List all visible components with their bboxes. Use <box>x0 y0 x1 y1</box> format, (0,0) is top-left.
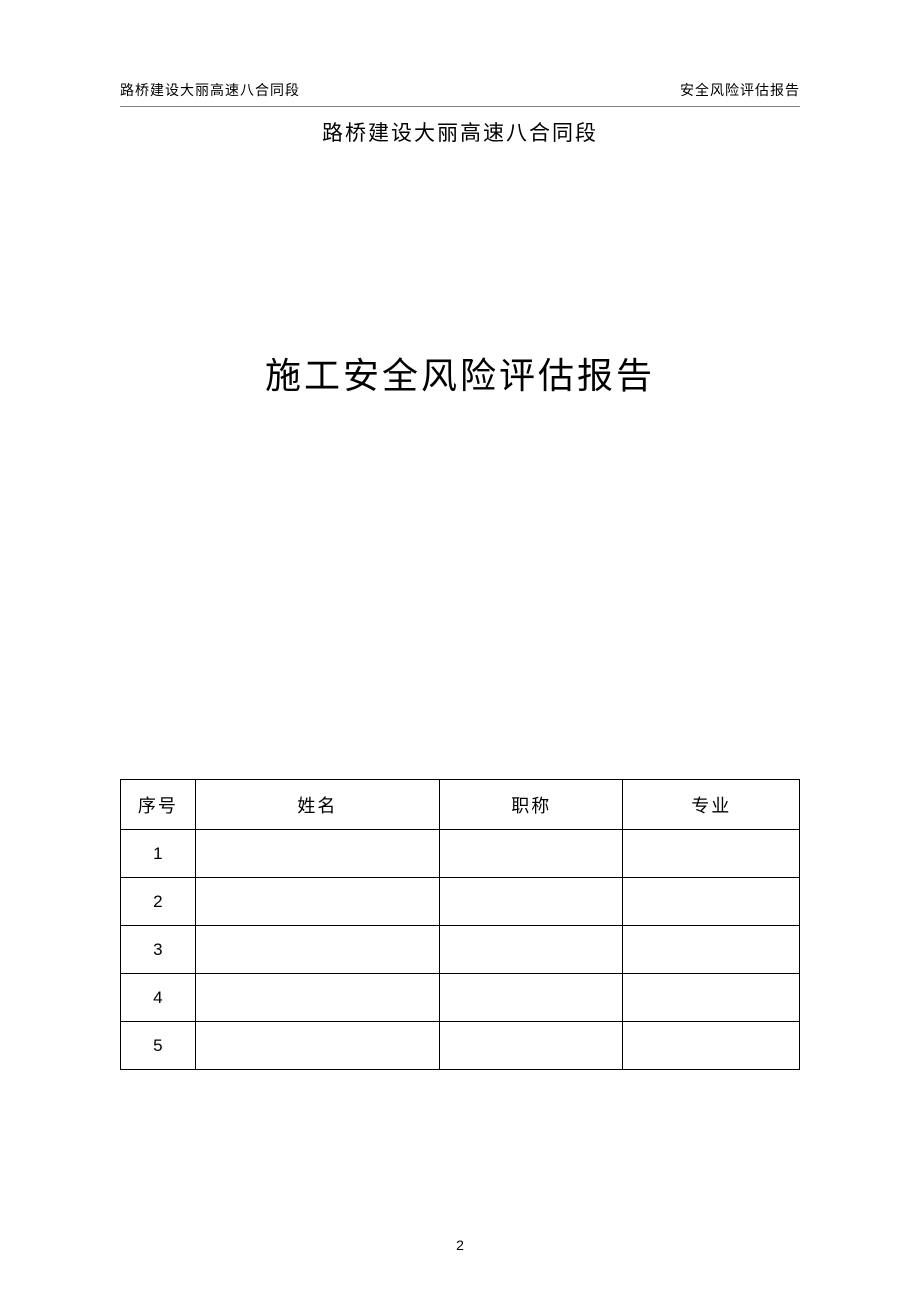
column-header-title: 职称 <box>440 780 623 830</box>
cell-major <box>623 830 800 878</box>
document-page: 路桥建设大丽高速八合同段 安全风险评估报告 路桥建设大丽高速八合同段 施工安全风… <box>0 0 920 1303</box>
cell-major <box>623 974 800 1022</box>
cell-title <box>440 830 623 878</box>
personnel-table-container: 序号 姓名 职称 专业 1 2 <box>120 779 800 1070</box>
cell-name <box>195 830 439 878</box>
cell-name <box>195 926 439 974</box>
cell-sequence: 1 <box>121 830 196 878</box>
document-main-title: 施工安全风险评估报告 <box>120 347 800 399</box>
page-header: 路桥建设大丽高速八合同段 安全风险评估报告 <box>120 80 800 107</box>
cell-name <box>195 878 439 926</box>
table-row: 2 <box>121 878 800 926</box>
cell-major <box>623 926 800 974</box>
cell-sequence: 2 <box>121 878 196 926</box>
cell-title <box>440 878 623 926</box>
cell-major <box>623 878 800 926</box>
page-number: 2 <box>0 1237 920 1253</box>
document-subtitle: 路桥建设大丽高速八合同段 <box>120 117 800 147</box>
cell-sequence: 5 <box>121 1022 196 1070</box>
personnel-table: 序号 姓名 职称 专业 1 2 <box>120 779 800 1070</box>
cell-sequence: 3 <box>121 926 196 974</box>
cell-major <box>623 1022 800 1070</box>
table-row: 4 <box>121 974 800 1022</box>
column-header-major: 专业 <box>623 780 800 830</box>
table-header-row: 序号 姓名 职称 专业 <box>121 780 800 830</box>
cell-title <box>440 926 623 974</box>
cell-name <box>195 1022 439 1070</box>
table-row: 3 <box>121 926 800 974</box>
column-header-name: 姓名 <box>195 780 439 830</box>
cell-sequence: 4 <box>121 974 196 1022</box>
table-row: 5 <box>121 1022 800 1070</box>
cell-name <box>195 974 439 1022</box>
header-left-text: 路桥建设大丽高速八合同段 <box>120 80 300 100</box>
header-right-text: 安全风险评估报告 <box>680 80 800 100</box>
table-row: 1 <box>121 830 800 878</box>
column-header-sequence: 序号 <box>121 780 196 830</box>
cell-title <box>440 1022 623 1070</box>
cell-title <box>440 974 623 1022</box>
